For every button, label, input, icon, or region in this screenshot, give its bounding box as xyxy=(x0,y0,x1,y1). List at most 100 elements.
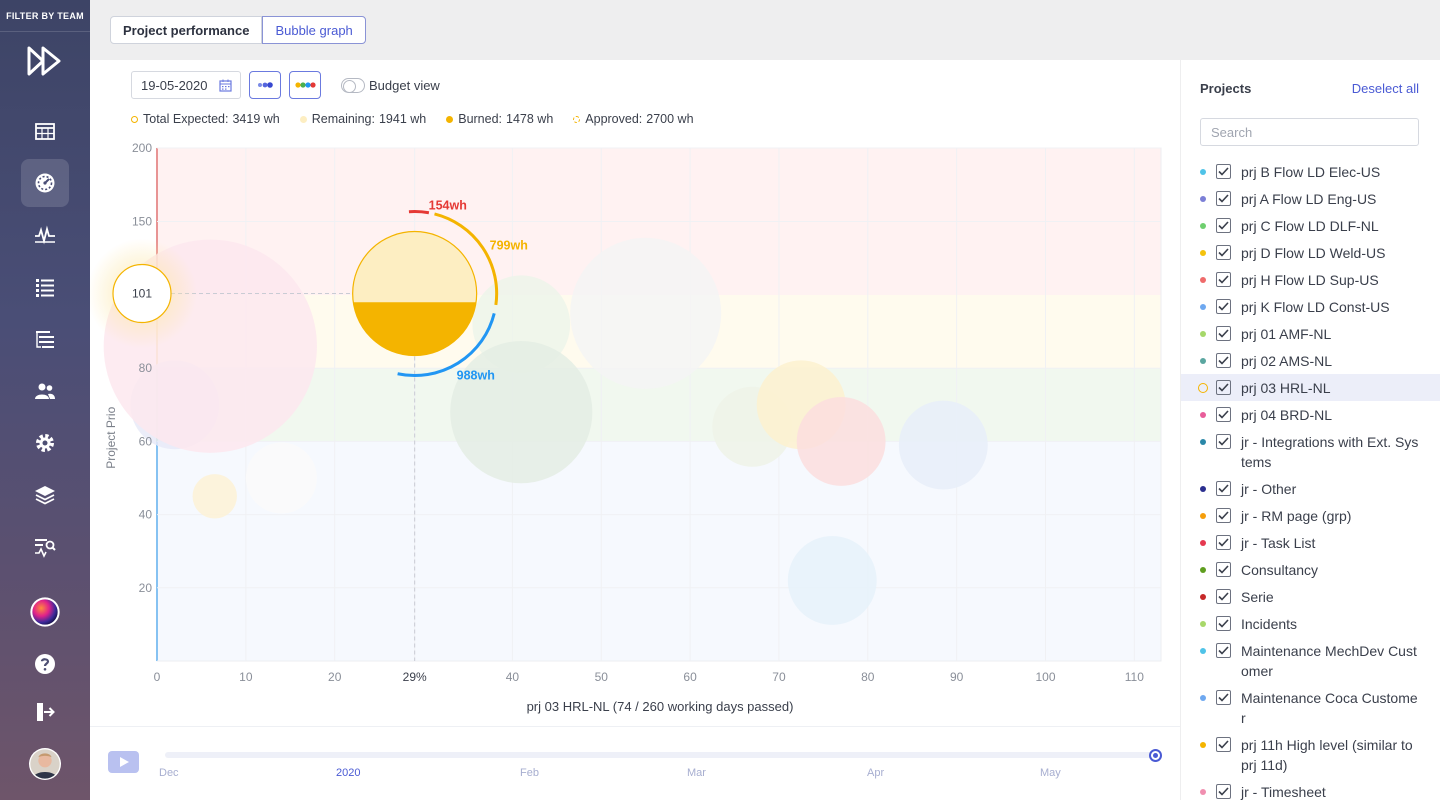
project-list-item[interactable]: prj 02 AMS-NL xyxy=(1181,347,1440,374)
project-list-item[interactable]: prj H Flow LD Sup-US xyxy=(1181,266,1440,293)
project-color-dot xyxy=(1200,742,1206,748)
project-checkbox[interactable] xyxy=(1216,191,1231,206)
project-bubble[interactable] xyxy=(796,396,886,486)
project-checkbox[interactable] xyxy=(1216,643,1231,658)
multi-color-mode-button[interactable] xyxy=(289,71,321,99)
project-checkbox[interactable] xyxy=(1216,380,1231,395)
sidebar-help-button[interactable] xyxy=(21,640,69,688)
checkmark-icon xyxy=(1218,740,1229,749)
project-list-item[interactable]: Consultancy xyxy=(1181,556,1440,583)
project-checkbox[interactable] xyxy=(1216,299,1231,314)
report-search-icon xyxy=(35,539,56,558)
project-name: jr - Timesheet xyxy=(1241,784,1326,800)
legend-item: Total Expected: 3419 wh xyxy=(131,112,280,126)
tab-bubble-graph[interactable]: Bubble graph xyxy=(262,16,366,44)
project-list-item[interactable]: prj C Flow LD DLF-NL xyxy=(1181,212,1440,239)
project-checkbox[interactable] xyxy=(1216,616,1231,631)
project-checkbox[interactable] xyxy=(1216,407,1231,422)
legend-label: Burned: xyxy=(458,112,503,126)
project-list-item[interactable]: prj K Flow LD Const-US xyxy=(1181,293,1440,320)
y-tick-label: 60 xyxy=(139,434,153,448)
single-color-mode-button[interactable] xyxy=(249,71,281,99)
sidebar-logout-button[interactable] xyxy=(21,688,69,736)
selected-bubble-burned[interactable] xyxy=(353,232,477,356)
timeline-track[interactable] xyxy=(165,752,1155,758)
play-button[interactable] xyxy=(108,751,139,773)
project-list-item[interactable]: prj D Flow LD Weld-US xyxy=(1181,239,1440,266)
budget-view-toggle[interactable] xyxy=(341,77,365,93)
app-logo-icon[interactable] xyxy=(26,44,64,78)
project-checkbox[interactable] xyxy=(1216,562,1231,577)
arc-label-2: 988wh xyxy=(457,369,495,383)
project-list-item[interactable]: prj 04 BRD-NL xyxy=(1181,401,1440,428)
project-bubble[interactable] xyxy=(192,474,237,519)
project-list-item[interactable]: jr - RM page (grp) xyxy=(1181,502,1440,529)
date-picker[interactable]: 19-05-2020 xyxy=(131,71,241,99)
x-axis-label: prj 03 HRL-NL (74 / 260 working days pas… xyxy=(527,699,794,714)
sidebar-tree-list-button[interactable] xyxy=(21,315,69,363)
project-list-item[interactable]: jr - Other xyxy=(1181,475,1440,502)
project-checkbox[interactable] xyxy=(1216,326,1231,341)
project-list-item[interactable]: jr - Timesheet xyxy=(1181,778,1440,800)
prio-marker[interactable] xyxy=(112,263,172,324)
project-list-item[interactable]: prj A Flow LD Eng-US xyxy=(1181,185,1440,212)
project-color-dot xyxy=(1200,331,1206,337)
project-checkbox[interactable] xyxy=(1216,784,1231,799)
sidebar-gear-button[interactable] xyxy=(21,419,69,467)
project-bubble[interactable] xyxy=(787,536,877,625)
project-checkbox[interactable] xyxy=(1216,245,1231,260)
y-tick-label: 80 xyxy=(139,361,153,375)
project-list-item[interactable]: Maintenance Coca Customer xyxy=(1181,684,1440,731)
x-tick-label: 0 xyxy=(154,670,161,684)
project-list-item[interactable]: prj 01 AMF-NL xyxy=(1181,320,1440,347)
checkmark-icon xyxy=(1218,484,1229,493)
project-checkbox[interactable] xyxy=(1216,481,1231,496)
sidebar-color-orb-button[interactable] xyxy=(21,588,69,636)
sidebar-activity-pulse-button[interactable] xyxy=(21,211,69,259)
checkmark-icon xyxy=(1218,383,1229,392)
sidebar-list-button[interactable] xyxy=(21,263,69,311)
project-checkbox[interactable] xyxy=(1216,218,1231,233)
project-checkbox[interactable] xyxy=(1216,535,1231,550)
project-checkbox[interactable] xyxy=(1216,353,1231,368)
legend-item: Approved: 2700 wh xyxy=(573,112,694,126)
project-checkbox[interactable] xyxy=(1216,589,1231,604)
project-list-item[interactable]: jr - Integrations with Ext. Systems xyxy=(1181,428,1440,475)
deselect-all-link[interactable]: Deselect all xyxy=(1351,81,1419,96)
project-name: Consultancy xyxy=(1241,562,1319,578)
project-name: jr - Integrations with Ext. Systems xyxy=(1241,434,1419,470)
project-list-item[interactable]: prj 03 HRL-NL xyxy=(1181,374,1440,401)
project-bubble[interactable] xyxy=(245,442,317,514)
project-checkbox[interactable] xyxy=(1216,737,1231,752)
sidebar-dashboard-gauge-button[interactable] xyxy=(21,159,69,207)
legend-label: Total Expected: xyxy=(143,112,229,126)
project-list-item[interactable]: prj B Flow LD Elec-US xyxy=(1181,158,1440,185)
project-bubble[interactable] xyxy=(450,341,593,484)
project-bubble[interactable] xyxy=(898,400,988,490)
project-list-item[interactable]: Incidents xyxy=(1181,610,1440,637)
sidebar-calendar-grid-button[interactable] xyxy=(21,107,69,155)
project-bubble[interactable] xyxy=(570,237,722,389)
project-list-item[interactable]: prj 11h High level (similar to prj 11d) xyxy=(1181,731,1440,778)
filter-by-team-button[interactable]: FILTER BY TEAM xyxy=(0,0,90,32)
sidebar-layers-button[interactable] xyxy=(21,471,69,519)
project-checkbox[interactable] xyxy=(1216,272,1231,287)
tab-project-performance[interactable]: Project performance xyxy=(110,16,263,44)
y-tick-label: 20 xyxy=(139,581,153,595)
project-checkbox[interactable] xyxy=(1216,508,1231,523)
legend-marker xyxy=(131,115,138,123)
project-list-item[interactable]: jr - Task List xyxy=(1181,529,1440,556)
project-checkbox[interactable] xyxy=(1216,164,1231,179)
project-search-input[interactable] xyxy=(1200,118,1419,146)
project-list-item[interactable]: Serie xyxy=(1181,583,1440,610)
play-icon xyxy=(119,757,129,767)
project-list-item[interactable]: Maintenance MechDev Customer xyxy=(1181,637,1440,684)
project-checkbox[interactable] xyxy=(1216,690,1231,705)
sidebar-report-search-button[interactable] xyxy=(21,523,69,571)
project-checkbox[interactable] xyxy=(1216,434,1231,449)
user-avatar[interactable] xyxy=(21,740,69,788)
project-color-dot xyxy=(1200,304,1206,310)
timeline-handle[interactable] xyxy=(1149,749,1162,762)
project-name: prj 03 HRL-NL xyxy=(1241,380,1331,396)
sidebar-users-button[interactable] xyxy=(21,367,69,415)
